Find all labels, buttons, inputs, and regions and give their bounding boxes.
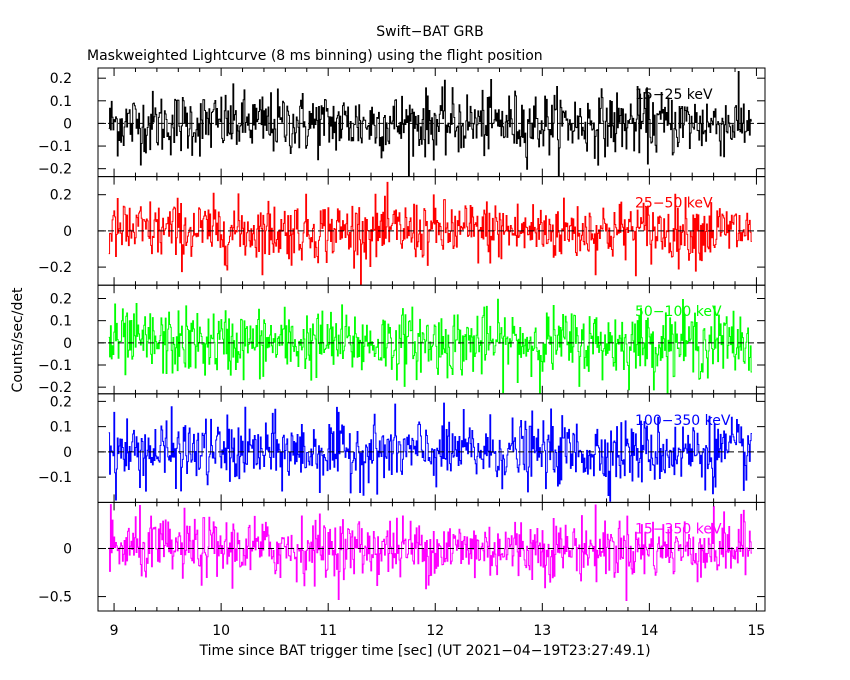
y-tick-label: 0.2: [50, 188, 72, 204]
y-tick-label: −0.1: [38, 358, 72, 374]
chart-subtitle: Maskweighted Lightcurve (8 ms binning) u…: [87, 48, 543, 64]
y-tick-label: 0: [63, 542, 72, 558]
y-tick-label: 0.1: [50, 314, 72, 330]
x-axis-label: Time since BAT trigger time [sec] (UT 20…: [198, 643, 650, 659]
y-tick-label: −0.2: [38, 380, 72, 396]
band-label-2: 25−50 keV: [635, 196, 713, 212]
band-label-5: 15−350 keV: [635, 521, 722, 537]
y-tick-label: 0: [63, 445, 72, 461]
lightcurve-series-1: [108, 71, 752, 177]
panel-group: −0.2 −0.1 0 0.1 0.2 15−25 keV −0.2 0 0.2 25−50 ke…: [38, 67, 766, 639]
x-tick-label: 14: [640, 623, 658, 639]
y-tick-label: 0.2: [50, 291, 72, 307]
band-label-3: 50−100 keV: [635, 304, 722, 320]
x-tick-label: 11: [319, 623, 337, 639]
x-tick-label: 13: [533, 623, 551, 639]
panel-4: −0.1 0 0.1 0.2 100−350 keV: [38, 393, 766, 503]
panel-frame-4: [97, 393, 766, 503]
y-tick-label: 0.2: [50, 394, 72, 410]
y-tick-label: −0.1: [38, 139, 72, 155]
chart-title: Swift−BAT GRB: [376, 24, 483, 40]
y-tick-label: 0: [63, 224, 72, 240]
panel-3: −0.2 −0.1 0 0.1 0.2 50−100 keV: [38, 284, 766, 396]
band-label-1: 15−25 keV: [635, 87, 713, 103]
y-tick-label: −0.2: [38, 260, 72, 276]
lightcurve-series-3: [108, 298, 752, 394]
lightcurve-series-4: [108, 402, 752, 502]
panel-1: −0.2 −0.1 0 0.1 0.2 15−25 keV: [38, 67, 766, 178]
y-tick-label: −0.2: [38, 162, 72, 178]
y-tick-label: −0.1: [38, 470, 72, 486]
x-tick-label: 15: [748, 623, 766, 639]
x-tick-label: 9: [110, 623, 119, 639]
y-tick-label: 0.1: [50, 94, 72, 110]
band-label-4: 100−350 keV: [635, 413, 731, 429]
x-tick-label: 10: [212, 623, 230, 639]
y-tick-label: 0.2: [50, 71, 72, 87]
panel-2: −0.2 0 0.2 25−50 keV: [38, 176, 766, 286]
panel-5: −0.5 0 15−350 keV: [38, 501, 766, 612]
y-tick-label: 0: [63, 336, 72, 352]
y-axis-label: Counts/sec/det: [10, 287, 26, 392]
y-tick-label: 0: [63, 116, 72, 132]
x-tick-label: 12: [426, 623, 444, 639]
y-tick-label: −0.5: [38, 590, 72, 606]
y-tick-label: 0.1: [50, 420, 72, 436]
lightcurve-series-5: [108, 504, 752, 602]
panel-frame-5: [97, 501, 766, 612]
